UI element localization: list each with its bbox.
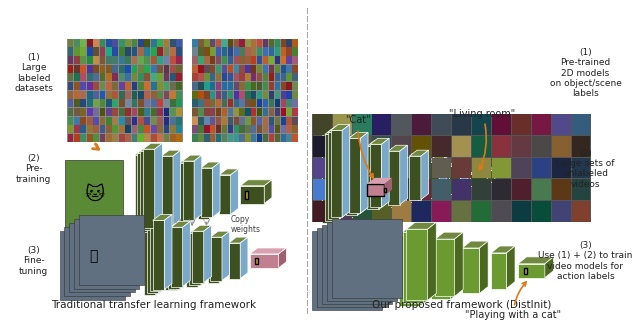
Polygon shape <box>80 108 86 116</box>
Polygon shape <box>275 47 280 55</box>
FancyBboxPatch shape <box>255 258 258 264</box>
Polygon shape <box>241 237 248 279</box>
Polygon shape <box>246 56 251 64</box>
Polygon shape <box>170 125 176 133</box>
Polygon shape <box>157 91 163 99</box>
Polygon shape <box>138 99 144 108</box>
Polygon shape <box>87 39 93 47</box>
Polygon shape <box>192 39 298 142</box>
Polygon shape <box>163 65 170 73</box>
Polygon shape <box>250 254 279 268</box>
Polygon shape <box>198 134 204 142</box>
Polygon shape <box>106 65 112 73</box>
Polygon shape <box>427 222 436 300</box>
Polygon shape <box>531 136 551 156</box>
Polygon shape <box>228 65 233 73</box>
Polygon shape <box>74 117 80 125</box>
Polygon shape <box>157 82 163 90</box>
Polygon shape <box>216 108 221 116</box>
Polygon shape <box>140 151 152 230</box>
Polygon shape <box>210 91 216 99</box>
Polygon shape <box>138 125 144 133</box>
Polygon shape <box>384 178 392 196</box>
Polygon shape <box>332 179 352 200</box>
Polygon shape <box>125 134 131 142</box>
Polygon shape <box>431 235 459 242</box>
Polygon shape <box>131 134 137 142</box>
Polygon shape <box>234 91 239 99</box>
Polygon shape <box>427 162 439 198</box>
Polygon shape <box>106 39 112 47</box>
Polygon shape <box>163 91 170 99</box>
Polygon shape <box>138 73 144 81</box>
Polygon shape <box>492 201 511 222</box>
Polygon shape <box>263 73 268 81</box>
Polygon shape <box>452 179 471 200</box>
Polygon shape <box>239 91 245 99</box>
Polygon shape <box>74 91 80 99</box>
Polygon shape <box>100 117 105 125</box>
Polygon shape <box>144 134 151 142</box>
Polygon shape <box>157 65 163 73</box>
Polygon shape <box>246 47 251 55</box>
Polygon shape <box>177 65 182 73</box>
Polygon shape <box>163 99 170 108</box>
Polygon shape <box>119 56 124 64</box>
Polygon shape <box>512 114 531 135</box>
Polygon shape <box>165 231 177 290</box>
Polygon shape <box>462 241 488 248</box>
Polygon shape <box>263 39 268 47</box>
Polygon shape <box>385 147 404 153</box>
Polygon shape <box>87 82 93 90</box>
Polygon shape <box>152 214 172 220</box>
Polygon shape <box>204 99 209 108</box>
Polygon shape <box>246 73 251 81</box>
Polygon shape <box>210 65 216 73</box>
Polygon shape <box>216 91 221 99</box>
Polygon shape <box>246 125 251 133</box>
Polygon shape <box>157 134 163 142</box>
Polygon shape <box>216 56 221 64</box>
Polygon shape <box>432 179 451 200</box>
Polygon shape <box>74 82 80 90</box>
Polygon shape <box>216 73 221 81</box>
Polygon shape <box>281 56 286 64</box>
Polygon shape <box>239 125 245 133</box>
Polygon shape <box>198 108 204 116</box>
Polygon shape <box>251 134 256 142</box>
Polygon shape <box>292 117 297 125</box>
Polygon shape <box>292 125 297 133</box>
Polygon shape <box>79 215 144 285</box>
Polygon shape <box>269 108 274 116</box>
Polygon shape <box>222 125 227 133</box>
Polygon shape <box>373 179 392 200</box>
Polygon shape <box>74 134 80 142</box>
Polygon shape <box>100 39 105 47</box>
Polygon shape <box>241 186 264 204</box>
Polygon shape <box>80 47 86 55</box>
Polygon shape <box>281 82 286 90</box>
Polygon shape <box>135 155 146 234</box>
Polygon shape <box>65 160 123 229</box>
Polygon shape <box>322 225 392 304</box>
Polygon shape <box>170 91 176 99</box>
Polygon shape <box>222 47 227 55</box>
Polygon shape <box>177 47 182 55</box>
Polygon shape <box>198 91 204 99</box>
Polygon shape <box>286 47 292 55</box>
Polygon shape <box>68 73 73 81</box>
Polygon shape <box>286 117 292 125</box>
Polygon shape <box>251 108 256 116</box>
Text: (1)
Large
labeled
datasets: (1) Large labeled datasets <box>14 53 53 93</box>
Polygon shape <box>193 47 198 55</box>
Polygon shape <box>131 39 137 47</box>
Polygon shape <box>204 117 209 125</box>
Polygon shape <box>163 47 170 55</box>
Polygon shape <box>552 157 570 178</box>
Polygon shape <box>392 179 412 200</box>
Polygon shape <box>80 39 86 47</box>
Polygon shape <box>263 47 268 55</box>
Polygon shape <box>239 117 245 125</box>
Polygon shape <box>163 117 170 125</box>
Polygon shape <box>119 99 124 108</box>
